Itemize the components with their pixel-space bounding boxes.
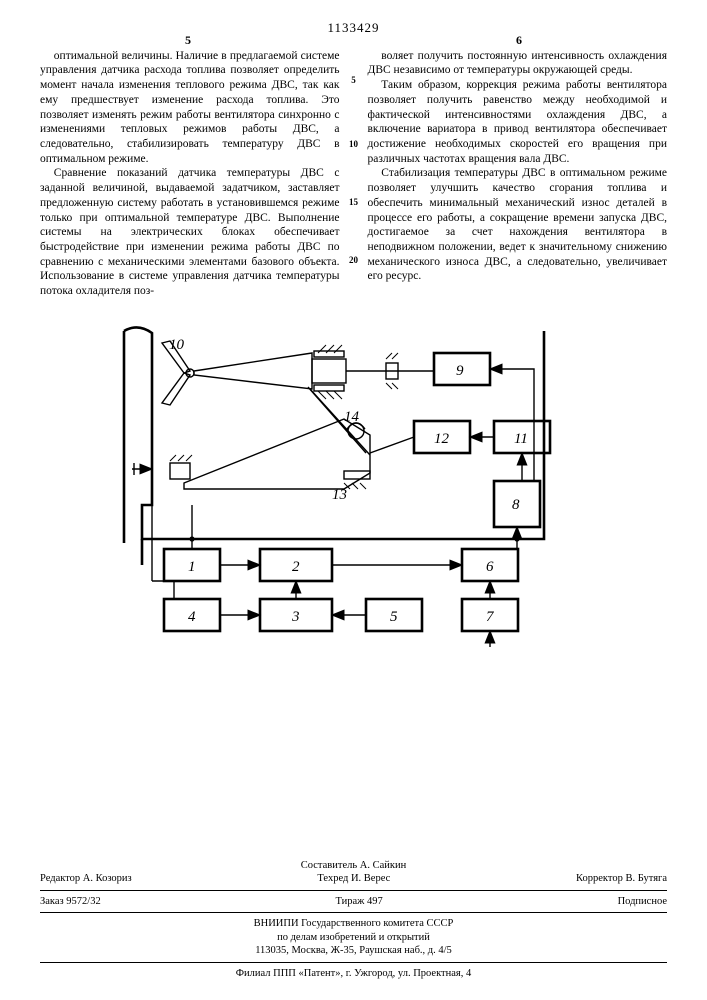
block-1: 1 (164, 549, 220, 581)
svg-text:2: 2 (292, 559, 300, 575)
schematic-diagram: 10 14 (74, 313, 634, 653)
corrector-label: Корректор (576, 873, 623, 884)
line-number: 20 (347, 255, 361, 267)
paragraph: Сравнение показаний датчика температуры … (40, 166, 340, 298)
block-12: 12 (414, 421, 470, 453)
line-number: 10 (347, 139, 361, 151)
editor-name: А. Козориз (83, 873, 132, 884)
block-6: 6 (462, 549, 518, 581)
svg-text:8: 8 (512, 497, 520, 513)
subscription-label: Подписное (618, 895, 667, 908)
block-2: 2 (260, 549, 332, 581)
block-11: 11 (494, 421, 550, 453)
block-7: 7 (462, 599, 518, 631)
text-columns: 5 6 5 10 15 20 оптимальной величины. Нал… (40, 49, 667, 299)
order-value: 9572/32 (66, 896, 100, 907)
figure: 10 14 (40, 313, 667, 658)
techred-label: Техред (317, 873, 348, 884)
org-line-2: по делам изобретений и открытий (40, 931, 667, 944)
svg-text:5: 5 (390, 609, 398, 625)
order-label: Заказ (40, 896, 64, 907)
block-4: 4 (164, 599, 220, 631)
paragraph: воляет получить постоянную интенсивность… (368, 49, 668, 78)
svg-text:4: 4 (188, 609, 196, 625)
bearing-hatch-icon (314, 345, 344, 399)
svg-text:6: 6 (486, 559, 494, 575)
svg-text:12: 12 (434, 431, 450, 447)
column-number-right: 6 (516, 33, 522, 48)
document-number: 1133429 (40, 20, 667, 37)
svg-text:9: 9 (456, 363, 464, 379)
address-2: Филиал ППП «Патент», г. Ужгород, ул. Про… (40, 967, 667, 980)
address-1: 113035, Москва, Ж-35, Раушская наб., д. … (40, 944, 667, 957)
paragraph: оптимальной величины. Наличие в предлага… (40, 49, 340, 167)
techred-name: И. Верес (351, 873, 390, 884)
editor-label: Редактор (40, 873, 80, 884)
label-10: 10 (169, 337, 185, 353)
block-8: 8 (494, 481, 540, 527)
block-3: 3 (260, 599, 332, 631)
svg-text:7: 7 (486, 609, 495, 625)
paragraph: Таким образом, коррекция режима работы в… (368, 78, 668, 166)
circulation-label: Тираж (335, 896, 364, 907)
line-number: 5 (347, 75, 361, 87)
compiler-label: Составитель (301, 860, 357, 871)
block-5: 5 (366, 599, 422, 631)
line-number: 15 (347, 197, 361, 209)
corrector-name: В. Бутяга (625, 873, 667, 884)
left-column: оптимальной величины. Наличие в предлага… (40, 49, 340, 299)
compiler-name: А. Сайкин (360, 860, 406, 871)
block-9: 9 (434, 353, 490, 385)
svg-text:3: 3 (291, 609, 300, 625)
org-line-1: ВНИИПИ Государственного комитета СССР (40, 917, 667, 930)
label-13: 13 (332, 487, 347, 503)
label-14: 14 (344, 409, 360, 425)
right-column: воляет получить постоянную интенсивность… (368, 49, 668, 299)
svg-text:11: 11 (514, 431, 528, 447)
svg-text:1: 1 (188, 559, 196, 575)
circulation-value: 497 (367, 896, 383, 907)
paragraph: Стабилизация температуры ДВС в оптимальн… (368, 166, 668, 284)
imprint-footer: Составитель А. Сайкин Редактор А. Козори… (0, 859, 707, 980)
column-number-left: 5 (185, 33, 191, 48)
